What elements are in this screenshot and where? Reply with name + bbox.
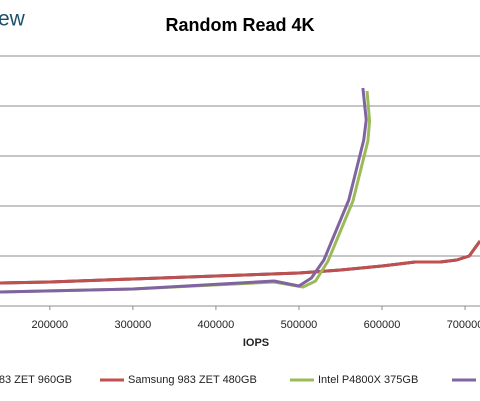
x-tick-label: 700000 [447, 319, 480, 331]
logo: ew [0, 8, 26, 31]
series-line [0, 240, 480, 285]
x-tick-label: 400000 [198, 319, 235, 331]
x-tick-label: 500000 [281, 319, 318, 331]
x-tick-label: 200000 [31, 319, 68, 331]
x-tick-label: 600000 [364, 319, 401, 331]
legend-label: 83 ZET 960GB [0, 374, 72, 386]
series-line [0, 87, 368, 294]
x-tick-label: 300000 [115, 319, 152, 331]
x-axis-label: IOPS [243, 337, 269, 349]
legend-label: Intel P4800X 375GB [318, 374, 418, 386]
series-line [0, 90, 372, 294]
chart-title: Random Read 4K [165, 15, 314, 35]
legend-label: Samsung 983 ZET 480GB [128, 374, 257, 386]
